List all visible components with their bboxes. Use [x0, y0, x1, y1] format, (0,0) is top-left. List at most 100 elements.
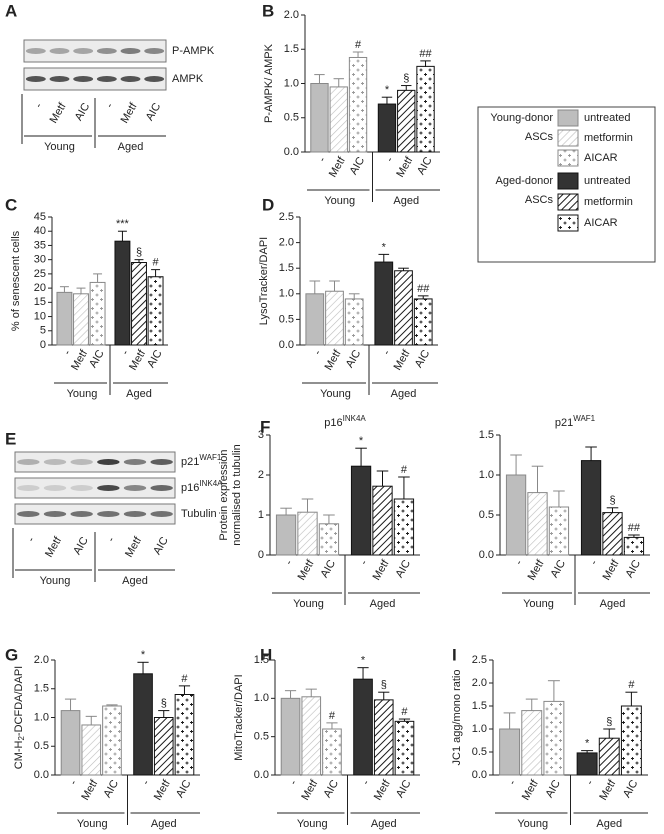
- panel-letter: B: [262, 1, 274, 20]
- significance-label: §: [606, 716, 612, 728]
- y-tick-label: 0: [40, 339, 46, 351]
- x-tick-label: Metf: [43, 534, 65, 559]
- bar: [56, 291, 73, 346]
- x-tick-label: Metf: [119, 100, 141, 125]
- blot-band: [70, 511, 93, 517]
- legend-label: untreated: [584, 112, 630, 124]
- bar: [394, 720, 415, 776]
- bar: [131, 262, 147, 346]
- legend-group-label: ASCs: [525, 194, 554, 206]
- group-label: Aged: [391, 388, 417, 400]
- bar: [325, 290, 344, 346]
- y-axis-label-text: CM-H: [13, 740, 25, 769]
- significance-label: *: [585, 738, 590, 750]
- bar: [377, 103, 397, 153]
- blot-band: [96, 76, 117, 82]
- x-tick-label: -: [119, 348, 131, 357]
- blot-band: [43, 485, 67, 491]
- group-label: Young: [517, 818, 548, 830]
- bar: [310, 83, 329, 153]
- y-tick-label: 1.5: [284, 43, 299, 55]
- blot-band: [70, 485, 93, 491]
- y-axis-label-text: % of senescent cells: [10, 230, 22, 331]
- y-axis-label-text: -DCFDA/DAPI: [13, 666, 25, 736]
- blot-row-label-text: p21: [181, 456, 199, 468]
- legend-label: metformin: [584, 132, 633, 144]
- x-tick-label: AIC: [318, 558, 338, 580]
- bar: [344, 298, 364, 346]
- bar: [521, 710, 543, 776]
- bar: [322, 728, 342, 776]
- x-tick-label: -: [283, 558, 295, 567]
- bar: [280, 697, 301, 776]
- group-label: Aged: [393, 195, 419, 207]
- y-tick-label: 5: [40, 325, 46, 337]
- x-tick-label: Metf: [299, 777, 321, 802]
- x-tick-label: Metf: [394, 154, 416, 179]
- bar: [413, 298, 433, 346]
- blot-band: [25, 48, 46, 54]
- y-tick-label: 0.5: [472, 746, 487, 758]
- blot-band: [17, 485, 40, 491]
- y-tick-label: 1.5: [254, 654, 269, 666]
- bar: [60, 710, 81, 776]
- x-tick-label: Metf: [371, 557, 393, 582]
- legend-swatch: [557, 109, 579, 127]
- bar: [372, 485, 393, 556]
- blot-band: [70, 459, 93, 465]
- x-tick-label: -: [104, 101, 116, 110]
- x-tick-label: Metf: [392, 347, 414, 372]
- y-tick-label: 10: [34, 310, 46, 322]
- chart-title-text: p16: [324, 417, 342, 429]
- significance-label: #: [181, 673, 188, 685]
- significance-label: §: [136, 247, 142, 259]
- significance-label: #: [329, 710, 336, 722]
- group-label: Aged: [151, 818, 177, 830]
- blot-band: [73, 48, 94, 54]
- y-tick-label: 1.0: [254, 692, 269, 704]
- bar: [89, 281, 106, 346]
- y-tick-label: 2.0: [472, 677, 487, 689]
- x-tick-label: AIC: [543, 778, 563, 800]
- y-tick-label: 0.5: [254, 731, 269, 743]
- y-axis-label-text: JC1 agg/mono ratio: [451, 670, 463, 766]
- significance-label: §: [403, 72, 409, 84]
- group-label: Young: [293, 598, 324, 610]
- y-tick-label: 0: [258, 549, 264, 561]
- x-tick-label: -: [506, 778, 518, 787]
- x-tick-label: -: [513, 558, 525, 567]
- legend-swatch: [557, 193, 579, 211]
- bar: [548, 506, 570, 556]
- group-label: Aged: [118, 141, 144, 153]
- x-tick-label: AIC: [621, 778, 641, 800]
- chart-title-text: p21: [555, 417, 573, 429]
- significance-label: ##: [628, 522, 641, 534]
- x-tick-label: -: [312, 348, 324, 357]
- blot-band: [49, 48, 70, 54]
- x-tick-label: -: [287, 778, 299, 787]
- x-tick-label: Metf: [327, 154, 349, 179]
- panel-letter: D: [262, 195, 274, 214]
- x-tick-label: -: [588, 558, 600, 567]
- bar: [301, 696, 322, 776]
- x-tick-label: Metf: [296, 557, 318, 582]
- y-tick-label: 1.5: [479, 429, 494, 441]
- blot-band: [96, 48, 117, 54]
- bar: [527, 492, 548, 556]
- bar: [576, 752, 598, 776]
- blot-row-label-text: Tubulin: [181, 508, 217, 520]
- x-tick-label: Metf: [123, 534, 145, 559]
- y-tick-label: 15: [34, 296, 46, 308]
- significance-label: #: [153, 257, 160, 269]
- blot-row-label-sup: WAF1: [199, 453, 221, 462]
- blot-strip: [23, 39, 167, 63]
- group-label: Young: [297, 818, 328, 830]
- blot-band: [120, 48, 141, 54]
- y-tick-label: 35: [34, 239, 46, 251]
- group-label: Aged: [596, 818, 622, 830]
- significance-label: ##: [417, 283, 430, 295]
- y-axis-label: LysoTracker/DAPI: [258, 237, 270, 325]
- y-axis-label: CM-H2-DCFDA/DAPI: [13, 666, 26, 769]
- bar: [543, 700, 565, 776]
- x-tick-label: AIC: [174, 778, 194, 800]
